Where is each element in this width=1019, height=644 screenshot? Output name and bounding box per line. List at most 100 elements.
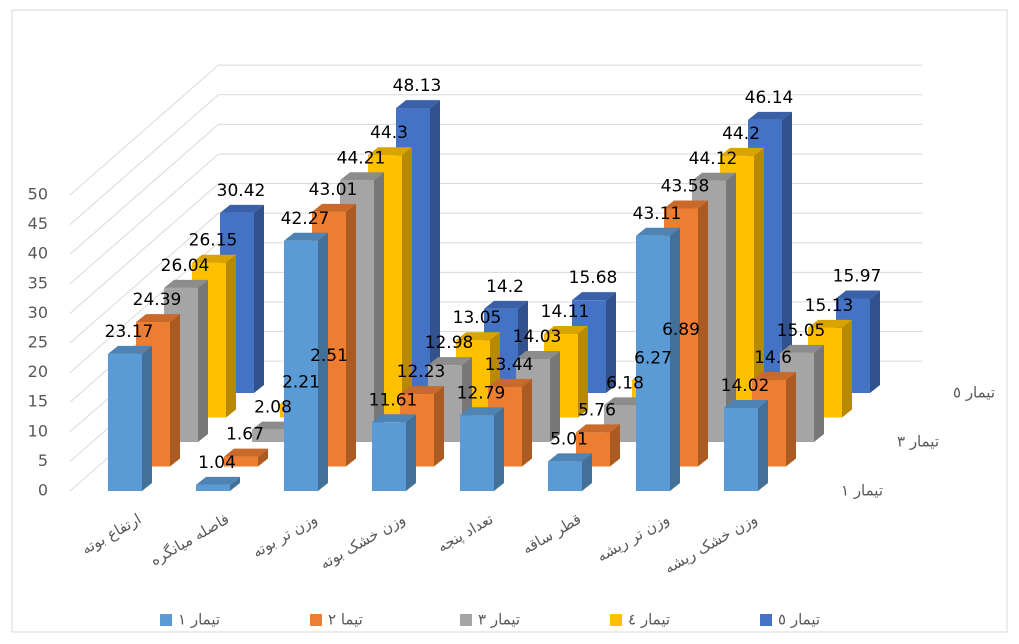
- bar-front: [224, 456, 258, 467]
- bar: [724, 400, 768, 491]
- bar-front: [284, 240, 318, 491]
- depth-label: تیمار ٥: [953, 384, 995, 402]
- bar-front: [724, 408, 758, 491]
- bar: [576, 424, 620, 467]
- depth-label: تیمار ۱: [841, 482, 883, 500]
- data-label: 2.51: [310, 346, 348, 366]
- legend-swatch: [760, 614, 772, 626]
- bar-top: [576, 424, 620, 433]
- bar-side: [346, 203, 356, 467]
- bar-side: [606, 292, 616, 393]
- legend-swatch: [460, 614, 472, 626]
- bar-top: [780, 344, 824, 353]
- legend-swatch: [160, 614, 172, 626]
- bar-side: [610, 424, 620, 467]
- bar-side: [226, 254, 236, 418]
- y-tick-label: 50: [28, 185, 48, 204]
- bar-side: [494, 407, 504, 491]
- bar: [808, 319, 852, 418]
- bar-top: [312, 203, 356, 212]
- bar: [548, 453, 592, 491]
- bar-top: [456, 332, 500, 341]
- bar-side: [814, 344, 824, 442]
- bar-side: [582, 453, 592, 491]
- data-label: 48.13: [393, 76, 442, 96]
- data-label: 2.08: [254, 398, 292, 418]
- legend-label: تیما ۲: [328, 611, 363, 629]
- bar-front: [548, 461, 582, 491]
- y-tick-label: 25: [28, 333, 48, 352]
- bar-top: [724, 400, 768, 409]
- bar-side: [430, 100, 440, 393]
- legend-label: تیمار ٤: [628, 611, 670, 629]
- bar: [224, 448, 268, 467]
- bar-side: [230, 476, 240, 491]
- legend-label: تیمار ۳: [478, 611, 520, 629]
- bar-front: [196, 484, 230, 491]
- data-label: 42.27: [281, 209, 330, 229]
- data-label: 5.01: [550, 429, 588, 449]
- data-label: 24.39: [133, 290, 182, 310]
- data-label: 12.79: [457, 383, 506, 403]
- bar-side: [670, 227, 680, 491]
- grid-line: [69, 64, 219, 196]
- data-label: 14.11: [541, 302, 590, 322]
- bar-side: [786, 372, 796, 467]
- data-label: 43.01: [309, 180, 358, 200]
- bar-top: [220, 204, 264, 213]
- bar: [372, 414, 416, 491]
- bar: [284, 232, 328, 491]
- legend-swatch: [610, 614, 622, 626]
- bar-side: [842, 319, 852, 418]
- data-label: 44.21: [337, 148, 386, 168]
- data-label: 30.42: [217, 181, 266, 201]
- bar-side: [142, 345, 152, 491]
- bar-front: [372, 422, 406, 491]
- data-label: 6.89: [662, 320, 700, 340]
- data-label: 43.58: [661, 177, 710, 197]
- bar-top: [488, 378, 532, 387]
- bar-front: [636, 235, 670, 491]
- bar-side: [754, 147, 764, 418]
- bar-side: [254, 204, 264, 393]
- bar-side: [782, 111, 792, 393]
- grid-line: [69, 123, 219, 255]
- y-tick-label: 5: [38, 451, 48, 470]
- data-label: 6.27: [634, 348, 672, 368]
- bar-top: [572, 292, 616, 301]
- data-label: 15.68: [569, 268, 618, 288]
- bar-top: [400, 386, 444, 395]
- data-label: 12.98: [425, 333, 474, 353]
- bar-side: [578, 325, 588, 418]
- bar-top: [752, 372, 796, 381]
- bar-top: [516, 350, 560, 359]
- bar-side: [318, 232, 328, 491]
- bar-front: [108, 353, 142, 491]
- data-label: 2.21: [282, 372, 320, 392]
- grid-line: [69, 183, 219, 314]
- data-label: 46.14: [745, 88, 794, 108]
- data-label: 15.05: [777, 321, 826, 341]
- bar-top: [224, 448, 268, 457]
- bar-side: [374, 172, 384, 442]
- data-label: 5.76: [578, 400, 616, 420]
- data-label: 12.23: [397, 362, 446, 382]
- data-label: 14.6: [754, 348, 792, 368]
- bar-top: [544, 325, 588, 334]
- data-label: 15.97: [833, 266, 882, 286]
- y-tick-label: 15: [28, 392, 48, 411]
- bar-top: [164, 279, 208, 288]
- bar-side: [550, 350, 560, 442]
- depth-label: تیمار ۳: [897, 433, 939, 451]
- bar-side: [870, 290, 880, 393]
- bar-top: [196, 476, 240, 485]
- grid-line: [69, 212, 219, 344]
- bar-side: [434, 386, 444, 467]
- data-label: 44.12: [689, 149, 738, 169]
- data-label: 1.04: [198, 453, 236, 473]
- bar-front: [460, 415, 494, 491]
- bar-side: [522, 378, 532, 467]
- data-label: 26.04: [161, 256, 210, 276]
- bar-side: [170, 314, 180, 467]
- bar-top: [460, 407, 504, 416]
